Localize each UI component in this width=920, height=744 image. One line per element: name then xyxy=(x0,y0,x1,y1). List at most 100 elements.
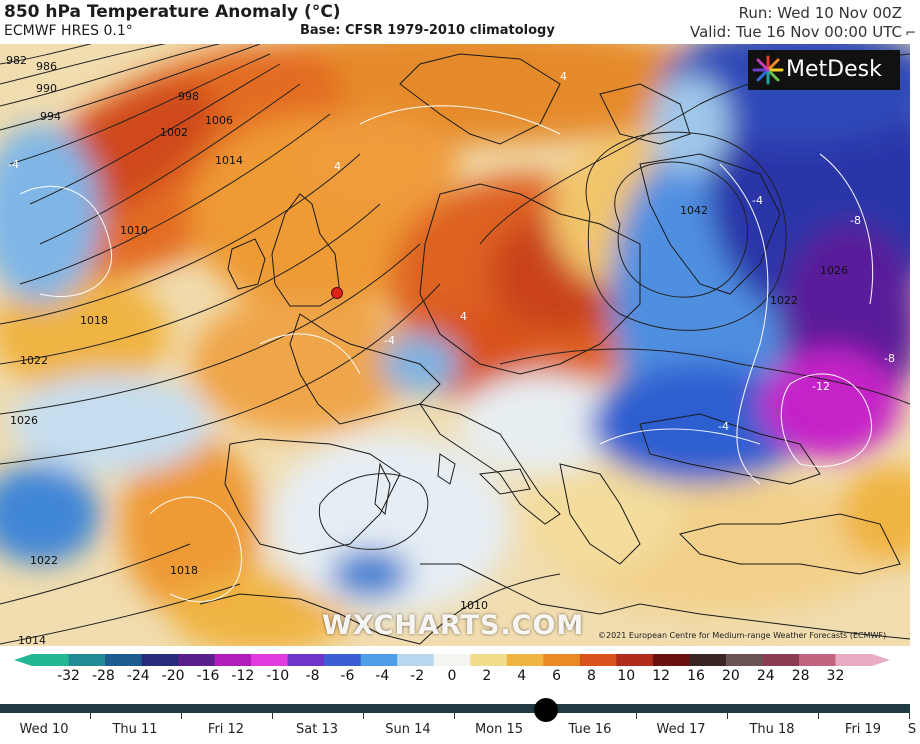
scale-cell xyxy=(652,654,690,666)
timeline-day-label[interactable]: Sat 13 xyxy=(296,722,338,737)
isobar-label: 1022 xyxy=(30,554,58,567)
scale-tick-label: 8 xyxy=(586,668,596,684)
timeline-day-label[interactable]: Wed 10 xyxy=(19,722,69,737)
timeline-tick xyxy=(908,713,910,719)
model-label: ECMWF HRES 0.1° xyxy=(4,23,133,39)
valid-time-label: Valid: Tue 16 Nov 00:00 UTC xyxy=(690,23,902,41)
isobar-label: 1006 xyxy=(205,114,233,127)
scale-tick-label: 24 xyxy=(756,668,775,684)
colour-scale-labels: -32 -28 -24 -20 -16 -12 -10 -8 -6 -4 -2 0 2 4 6 8 10 12 16… xyxy=(14,668,890,688)
isobar-label: 998 xyxy=(178,90,199,103)
scale-cell xyxy=(798,654,836,666)
anomaly-label: -4 xyxy=(718,420,729,433)
forecast-timeline[interactable]: Wed 10 Thu 11 Fri 12 Sat 13 Sun 14 Mon 15 Tue … xyxy=(0,698,920,744)
scale-cell xyxy=(105,654,143,666)
scale-tick-label: 4 xyxy=(517,668,527,684)
timeline-slider-handle[interactable] xyxy=(534,698,558,722)
scale-tick-label: -6 xyxy=(340,668,355,684)
anomaly-label: -12 xyxy=(812,380,830,393)
anomaly-labels: -4 -4 4 4 -8 -8 -12 -4 4 -4 xyxy=(8,70,895,433)
timeline-tick xyxy=(817,713,819,719)
scale-tick-label: 32 xyxy=(826,668,845,684)
scale-cell xyxy=(579,654,617,666)
scale-cell xyxy=(725,654,763,666)
scale-cell xyxy=(506,654,544,666)
scale-tick-label: 2 xyxy=(482,668,492,684)
scale-cell xyxy=(470,654,508,666)
scale-tick-label: -8 xyxy=(305,668,320,684)
scale-cell xyxy=(141,654,179,666)
isobar-label: 994 xyxy=(40,110,61,123)
anomaly-map[interactable]: 982 986 990 994 998 1002 1006 1010 1014 … xyxy=(0,44,910,646)
scale-tick-label: -28 xyxy=(91,668,115,684)
scale-cell xyxy=(32,654,70,666)
scale-cell xyxy=(360,654,398,666)
timeline-tick xyxy=(635,713,637,719)
scale-tick-label: 10 xyxy=(617,668,636,684)
timeline-day-label[interactable]: Thu 18 xyxy=(749,722,795,737)
colour-scale: -32 -28 -24 -20 -16 -12 -10 -8 -6 -4 -2 0 2 4 6 8 10 12 16… xyxy=(14,652,890,694)
timeline-day-label[interactable]: Fri 19 xyxy=(844,722,882,737)
scale-cell xyxy=(543,654,581,666)
scale-cell xyxy=(433,654,471,666)
timeline-ticks xyxy=(0,713,910,721)
scale-tick-label: 20 xyxy=(721,668,740,684)
anomaly-contours xyxy=(19,105,874,603)
anomaly-label: -4 xyxy=(8,158,19,171)
timeline-day-label[interactable]: Fri 12 xyxy=(207,722,245,737)
timeline-day-label[interactable]: Wed 17 xyxy=(656,722,706,737)
scale-tick-label: 12 xyxy=(652,668,671,684)
isobar-label: 1002 xyxy=(160,126,188,139)
wxcharts-watermark: WXCHARTS.COM xyxy=(322,610,585,641)
scale-tick-label: 28 xyxy=(791,668,810,684)
scale-cell xyxy=(324,654,362,666)
metdesk-logo: MetDesk xyxy=(748,50,900,90)
isobar-label: 986 xyxy=(36,60,57,73)
anomaly-label: -8 xyxy=(850,214,861,227)
isobar-label: 1010 xyxy=(120,224,148,237)
scale-tick-label: -24 xyxy=(126,668,150,684)
isobar-labels: 982 986 990 994 998 1002 1006 1010 1014 … xyxy=(6,54,848,646)
metdesk-burst-icon xyxy=(752,55,784,85)
anomaly-label: -4 xyxy=(384,334,395,347)
isobar-label: 1022 xyxy=(20,354,48,367)
metdesk-logo-text: MetDesk xyxy=(786,57,882,82)
timeline-day-label[interactable]: S xyxy=(907,722,917,737)
anomaly-field xyxy=(0,44,910,646)
chart-title: 850 hPa Temperature Anomaly (°C) xyxy=(4,2,341,22)
isobar-label: 1018 xyxy=(170,564,198,577)
scale-cell xyxy=(397,654,435,666)
timeline-tick xyxy=(180,713,182,719)
timeline-day-label[interactable]: Mon 15 xyxy=(474,722,524,737)
scale-cell xyxy=(689,654,727,666)
isobar-label: 1010 xyxy=(460,599,488,612)
scale-cell xyxy=(178,654,216,666)
isobar-label: 1026 xyxy=(10,414,38,427)
scale-cell xyxy=(835,654,873,666)
coastlines xyxy=(199,53,910,645)
timeline-day-label[interactable]: Thu 11 xyxy=(112,722,158,737)
climatology-base-label: Base: CFSR 1979-2010 climatology xyxy=(300,23,555,38)
isobar-label: 1014 xyxy=(18,634,46,646)
timeline-track[interactable] xyxy=(0,704,910,713)
timeline-tick xyxy=(453,713,455,719)
run-time-label: Run: Wed 10 Nov 00Z xyxy=(738,4,902,22)
isobar-label: 990 xyxy=(36,82,57,95)
isobar-label: 1018 xyxy=(80,314,108,327)
scale-tick-label: -2 xyxy=(410,668,425,684)
ecmwf-copyright: ©2021 European Centre for Medium-range W… xyxy=(598,631,887,640)
scale-arrow-low xyxy=(14,654,32,666)
timeline-tick xyxy=(271,713,273,719)
scale-tick-label: -12 xyxy=(231,668,255,684)
scale-cell xyxy=(616,654,654,666)
timeline-day-label[interactable]: Tue 16 xyxy=(568,722,612,737)
anomaly-label: 4 xyxy=(334,160,341,173)
isobar-label: 982 xyxy=(6,54,27,67)
chart-header: 850 hPa Temperature Anomaly (°C) ECMWF H… xyxy=(0,0,920,44)
isobar-label: 1022 xyxy=(770,294,798,307)
timeline-tick xyxy=(726,713,728,719)
isobars xyxy=(0,44,910,645)
scale-tick-label: -4 xyxy=(375,668,390,684)
timeline-day-label[interactable]: Sun 14 xyxy=(385,722,431,737)
scale-tick-label: -20 xyxy=(161,668,185,684)
